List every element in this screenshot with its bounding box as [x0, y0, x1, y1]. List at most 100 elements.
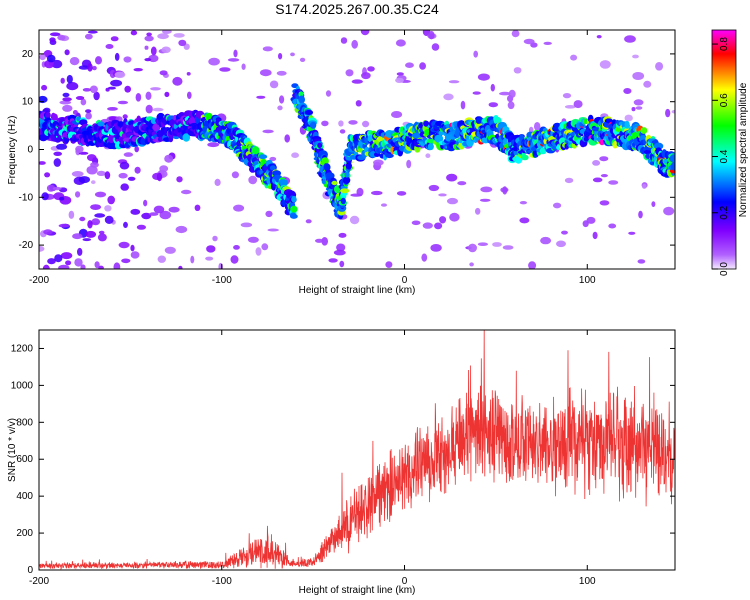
spectrogram-noise-cell: [82, 238, 92, 242]
spectrogram-noise-cell: [477, 242, 488, 246]
spectrogram-noise-cell: [321, 120, 329, 127]
spectrogram-noise-cell: [79, 216, 86, 222]
spectrogram-noise-cell: [396, 191, 407, 196]
spectrogram-noise-cell: [87, 63, 93, 72]
spectrogram-noise-cell: [519, 201, 528, 205]
spectrogram-noise-cell: [175, 225, 188, 234]
spectrogram-noise-cell: [186, 72, 191, 76]
spectrogram-noise-cell: [148, 212, 159, 216]
spectrogram-noise-cell: [62, 92, 70, 98]
spectrogram-ridge-cell: [269, 165, 276, 171]
spectrogram-noise-cell: [349, 215, 360, 225]
spectrogram-noise-cell: [39, 161, 46, 165]
spectrogram-noise-cell: [58, 264, 70, 269]
spectrogram-noise-cell: [105, 87, 110, 92]
spectrogram-ridge-cell: [669, 154, 675, 163]
spectrogram-noise-cell: [405, 62, 414, 68]
spectrogram-noise-cell: [78, 65, 90, 70]
spectrogram-ridge-cell: [385, 153, 394, 159]
spectrogram-noise-cell: [172, 76, 183, 86]
spectrogram-noise-cell: [339, 260, 345, 268]
colorbar-ticks: 0.0 0.2 0.4 0.6 0.8: [712, 37, 730, 276]
spectrogram-noise-cell: [143, 199, 148, 207]
spectrogram-noise-cell: [586, 216, 596, 224]
spectrogram-noise-cell: [624, 114, 633, 122]
spectrogram-noise-cell: [130, 244, 135, 252]
spectrogram-noise-cell: [152, 107, 164, 112]
spectrogram-noise-cell: [333, 249, 346, 256]
spectrogram-noise-cell: [269, 80, 279, 89]
spectrogram-ridge-cell: [427, 138, 435, 144]
spectrogram-ridge-cell: [182, 133, 191, 142]
spectrogram-ytick-label: 0: [27, 145, 33, 156]
spectrogram-noise-cell: [107, 195, 115, 205]
spectrogram-noise-cell: [608, 180, 619, 185]
spectrogram-ridge-cell: [290, 205, 298, 213]
spectrogram-noise-cell: [419, 62, 426, 70]
spectrogram-ridge-cell: [331, 180, 338, 186]
spectrogram-noise-cell: [104, 215, 114, 224]
spectrogram-noise-cell: [54, 254, 63, 263]
spectrogram-noise-cell: [95, 56, 102, 65]
spectrogram-noise-cell: [262, 46, 273, 52]
spectrogram-noise-cell: [284, 134, 291, 143]
spectrogram-noise-cell: [62, 97, 72, 102]
snr-xtick-label: -200: [29, 576, 49, 587]
spectrogram-noise-cell: [43, 229, 53, 235]
spectrogram-ytick-label: 10: [22, 97, 34, 108]
spectrogram-noise-cell: [176, 176, 183, 183]
spectrogram-noise-cell: [570, 54, 578, 61]
spectrogram-noise-cell: [381, 203, 387, 207]
spectrogram-noise-cell: [447, 197, 458, 205]
spectrogram-ridge-cell: [290, 213, 298, 219]
spectrogram-noise-cell: [511, 30, 520, 38]
spectrogram-noise-cell: [144, 35, 154, 42]
spectrogram-noise-cell: [41, 84, 48, 91]
spectrogram-noise-cell: [214, 178, 221, 186]
spectrogram-noise-cell: [278, 53, 283, 60]
snr-ytick-label: 1000: [11, 380, 34, 391]
spectrogram-noise-cell: [72, 110, 78, 115]
spectrogram-noise-cell: [336, 243, 346, 252]
spectrogram-noise-cell: [124, 85, 131, 93]
spectrogram-noise-cell: [212, 235, 218, 242]
spectrogram-noise-cell: [98, 265, 104, 269]
spectrogram-ridge-cell: [612, 141, 618, 149]
spectrogram-ridge-cell: [321, 157, 329, 165]
spectrogram-noise-cell: [72, 233, 83, 240]
spectrogram-noise-cell: [371, 190, 383, 196]
spectrogram-noise-cell: [540, 236, 552, 245]
spectrogram-noise-cell: [643, 80, 652, 88]
spectrogram-noise-cell: [145, 91, 152, 101]
spectrogram-noise-cell: [599, 200, 610, 206]
spectrogram-noise-cell: [431, 43, 440, 51]
spectrogram-noise-cell: [80, 98, 87, 106]
spectrogram-noise-cell: [428, 31, 435, 40]
spectrogram-noise-cell: [439, 216, 447, 224]
spectrogram-noise-cell: [107, 107, 118, 111]
spectrogram-noise-cell: [121, 258, 131, 264]
spectrogram-noise-cell: [446, 173, 458, 182]
spectrogram-noise-cell: [91, 218, 101, 226]
spectrogram-noise-cell: [373, 159, 384, 166]
spectrogram-noise-cell: [479, 198, 491, 202]
colorbar-tick-label: 0.6: [719, 93, 730, 107]
spectrogram-noise-cell: [110, 36, 119, 42]
spectrogram-noise-cell: [345, 69, 354, 77]
spectrogram-noise-cell: [219, 67, 231, 72]
colorbar-tick-label: 0.4: [719, 149, 730, 163]
spectrogram-noise-cell: [89, 85, 98, 94]
spectrogram-noise-cell: [395, 77, 404, 83]
spectrogram-noise-cell: [164, 246, 176, 254]
spectrogram-noise-cell: [247, 236, 259, 243]
spectrogram-noise-cell: [507, 101, 515, 110]
spectrogram-noise-cell: [145, 104, 153, 114]
colorbar-tick-label: 0.0: [719, 262, 730, 276]
spectrogram-noise-cell: [156, 172, 163, 182]
spectrogram-ridge-cell: [258, 154, 268, 160]
spectrogram-ridge-cell: [317, 142, 323, 149]
spectrogram-noise-cell: [430, 244, 442, 252]
figure-title: S174.2025.267.00.35.C24: [275, 1, 439, 17]
